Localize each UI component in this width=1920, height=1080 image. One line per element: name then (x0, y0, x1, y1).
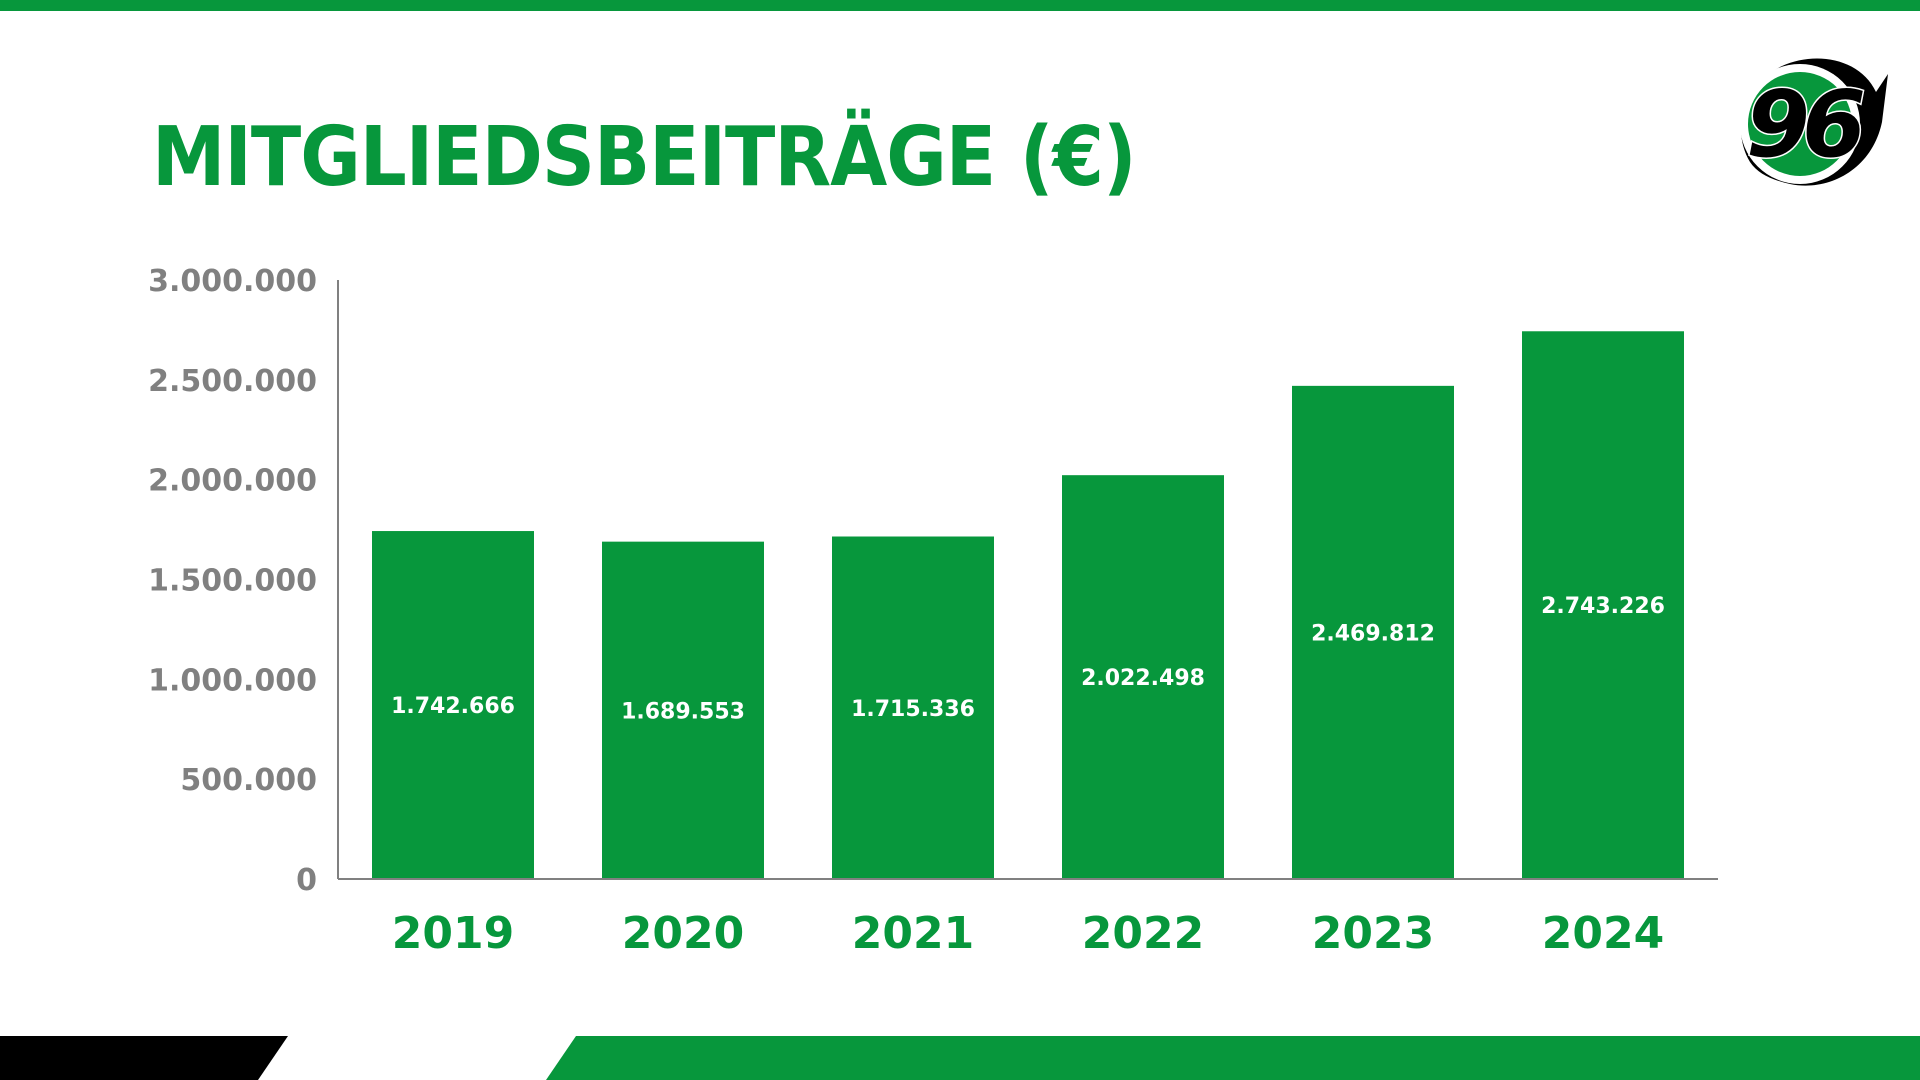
top-stripe (0, 0, 1920, 11)
data-label-2024: 2.743.226 (1541, 594, 1665, 619)
x-tick-label-2024: 2024 (1542, 908, 1664, 959)
bar-2021 (832, 536, 994, 879)
page-title: MITGLIEDSBEITRÄGE (€) (152, 110, 1137, 205)
y-tick-label: 2.000.000 (148, 464, 317, 499)
data-label-2021: 1.715.336 (851, 697, 975, 722)
bottom-band-green (546, 1036, 1920, 1080)
y-tick-label: 1.500.000 (148, 564, 317, 599)
data-label-2022: 2.022.498 (1081, 666, 1205, 691)
y-axis-ticks: 0 500.000 1.000.000 1.500.000 2.000.000 2.500… (148, 264, 317, 898)
logo-number: 96 (1746, 71, 1863, 178)
bar-2022 (1062, 475, 1224, 879)
data-label-2020: 1.689.553 (621, 699, 745, 724)
x-tick-label-2020: 2020 (622, 908, 744, 959)
x-tick-label-2023: 2023 (1312, 908, 1434, 959)
bar-2019 (372, 531, 534, 879)
bar-chart: 0 500.000 1.000.000 1.500.000 2.000.000 2.500… (148, 264, 1718, 959)
bar-2023 (1292, 385, 1454, 879)
data-label-2019: 1.742.666 (391, 694, 515, 719)
x-tick-label-2021: 2021 (852, 908, 974, 959)
bar-2020 (602, 541, 764, 879)
y-tick-label: 2.500.000 (148, 364, 317, 399)
value-labels: 1.742.666 1.689.553 1.715.336 2.022.498 2.46… (391, 594, 1665, 724)
x-tick-label-2022: 2022 (1082, 908, 1204, 959)
x-tick-label-2019: 2019 (392, 908, 514, 959)
logo-green-disc (1748, 72, 1852, 176)
y-tick-label: 500.000 (180, 763, 317, 798)
data-label-2023: 2.469.812 (1311, 621, 1435, 646)
bar-2024 (1522, 331, 1684, 880)
y-tick-label: 0 (296, 863, 317, 898)
x-axis-ticks: 2019 2020 2021 2022 2023 2024 (392, 908, 1664, 959)
hannover-96-logo-icon: 96 (1716, 58, 1888, 188)
y-tick-label: 1.000.000 (148, 663, 317, 698)
bars (372, 331, 1684, 880)
y-tick-label: 3.000.000 (148, 264, 317, 299)
bottom-band-black (0, 1036, 288, 1080)
bottom-band (0, 1036, 1920, 1080)
